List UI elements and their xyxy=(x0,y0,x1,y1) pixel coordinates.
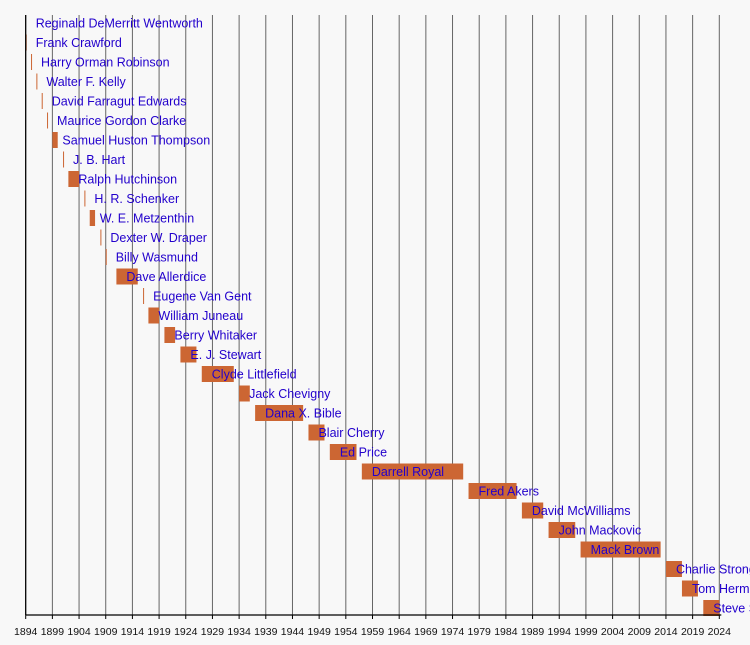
x-tick-label: 1984 xyxy=(494,626,518,638)
x-tick-label: 1954 xyxy=(334,626,358,638)
tenure-bar xyxy=(100,229,102,246)
coach-name-label: Jack Chevigny xyxy=(249,387,331,401)
coach-name-label: Steve Sarkisian xyxy=(713,602,750,616)
tenure-bar xyxy=(681,580,698,597)
coach-name-label: H. R. Schenker xyxy=(94,192,179,206)
tenure-bar xyxy=(201,366,234,382)
coach-name-label: Dana X. Bible xyxy=(265,407,341,421)
tenure-bar xyxy=(308,424,325,441)
x-tick-label: 1979 xyxy=(468,626,492,638)
coach-name-label: Charlie Strong xyxy=(676,563,750,577)
coach-name-label: Ed Price xyxy=(340,446,387,460)
x-tick-label: 1909 xyxy=(94,626,118,638)
x-tick-label: 2009 xyxy=(628,626,652,638)
tenure-bar xyxy=(580,541,661,558)
tenure-bar xyxy=(361,463,464,480)
coach-name-label: E. J. Stewart xyxy=(190,348,261,362)
tenure-bar xyxy=(148,307,160,324)
tenure-bar xyxy=(703,600,720,616)
x-tick-label: 1899 xyxy=(41,626,65,638)
x-tick-label: 1934 xyxy=(227,626,251,638)
tenure-bar xyxy=(47,112,49,129)
coach-name-label: Fred Akers xyxy=(479,485,539,499)
tenure-bar xyxy=(329,444,357,460)
x-tick-label: 1919 xyxy=(147,626,171,638)
tenure-bar xyxy=(41,93,43,109)
x-tick-label: 1994 xyxy=(548,626,572,638)
x-tick-label: 1939 xyxy=(254,626,278,638)
coach-name-label: Darrell Royal xyxy=(372,465,444,479)
coach-name-label: Tom Herman xyxy=(692,582,750,596)
tenure-bar xyxy=(521,502,544,519)
coach-name-label: Berry Whitaker xyxy=(174,329,257,343)
coach-name-label: J. B. Hart xyxy=(73,153,126,167)
x-tick-label: 1989 xyxy=(521,626,545,638)
coach-name-label: Harry Orman Robinson xyxy=(41,56,170,70)
x-tick-label: 1999 xyxy=(574,626,598,638)
tenure-bar xyxy=(63,151,65,168)
tenure-bar xyxy=(468,483,517,499)
x-tick-label: 2004 xyxy=(601,626,625,638)
coach-name-label: Samuel Huston Thompson xyxy=(62,134,210,148)
grid-lines xyxy=(51,15,720,615)
x-tick-label: 1949 xyxy=(307,626,331,638)
coach-name-label: David Farragut Edwards xyxy=(52,95,187,109)
coach-name-label: Mack Brown xyxy=(591,543,660,557)
x-tick-label: 1914 xyxy=(121,626,145,638)
tenure-bar xyxy=(239,385,250,402)
coach-name-label: Reginald DeMerritt Wentworth xyxy=(36,17,203,31)
tenure-bar xyxy=(143,288,145,304)
coach-name-label: Dave Allerdice xyxy=(126,270,206,284)
x-tick-label: 1964 xyxy=(387,626,411,638)
tenure-bar xyxy=(116,268,138,285)
coach-name-label: Walter F. Kelly xyxy=(46,75,126,89)
tenure-bar xyxy=(180,346,197,363)
coach-name-label: W. E. Metzenthin xyxy=(100,212,195,226)
tenure-bar xyxy=(52,132,58,148)
tenure-bar xyxy=(105,249,107,265)
tenure-bar xyxy=(665,561,682,577)
x-tick-label: 2024 xyxy=(708,626,732,638)
x-tick-label: 1944 xyxy=(281,626,305,638)
x-tick-label: 2014 xyxy=(654,626,678,638)
coach-name-label: Maurice Gordon Clarke xyxy=(57,114,186,128)
coach-name-label: Billy Wasmund xyxy=(116,251,198,265)
tenure-bar xyxy=(36,73,38,90)
coach-name-label: Dexter W. Draper xyxy=(110,231,207,245)
tenure-bars xyxy=(25,34,720,616)
coach-name-label: William Juneau xyxy=(158,309,243,323)
coach-name-label: Frank Crawford xyxy=(36,36,122,50)
coach-name-label: John Mackovic xyxy=(559,524,642,538)
x-tick-label: 1969 xyxy=(414,626,438,638)
tenure-bar xyxy=(68,171,80,187)
x-tick-label: 1904 xyxy=(67,626,91,638)
x-tick-label: 1974 xyxy=(441,626,465,638)
x-tick-label: 1959 xyxy=(361,626,385,638)
x-tick-label: 2019 xyxy=(681,626,705,638)
coach-labels: Reginald DeMerritt Wentworth Frank Crawfo… xyxy=(36,17,750,616)
coach-name-label: Ralph Hutchinson xyxy=(78,173,177,187)
x-axis-ticks: 1894 1899 1904 1909 1914 1919 1924 1929 1934 1939… xyxy=(14,615,731,638)
tenure-bar xyxy=(31,54,33,70)
coach-name-label: Eugene Van Gent xyxy=(153,290,252,304)
coach-name-label: Blair Cherry xyxy=(318,426,385,440)
tenure-bar xyxy=(548,522,576,538)
tenure-bar xyxy=(89,210,96,226)
tenure-bar xyxy=(164,327,176,343)
tenure-bar xyxy=(255,405,304,421)
x-tick-label: 1924 xyxy=(174,626,198,638)
x-tick-label: 1929 xyxy=(201,626,225,638)
tenure-bar xyxy=(84,190,86,207)
x-tick-label: 1894 xyxy=(14,626,38,638)
coach-name-label: Clyde Littlefield xyxy=(212,368,297,382)
coach-name-label: David McWilliams xyxy=(532,504,631,518)
